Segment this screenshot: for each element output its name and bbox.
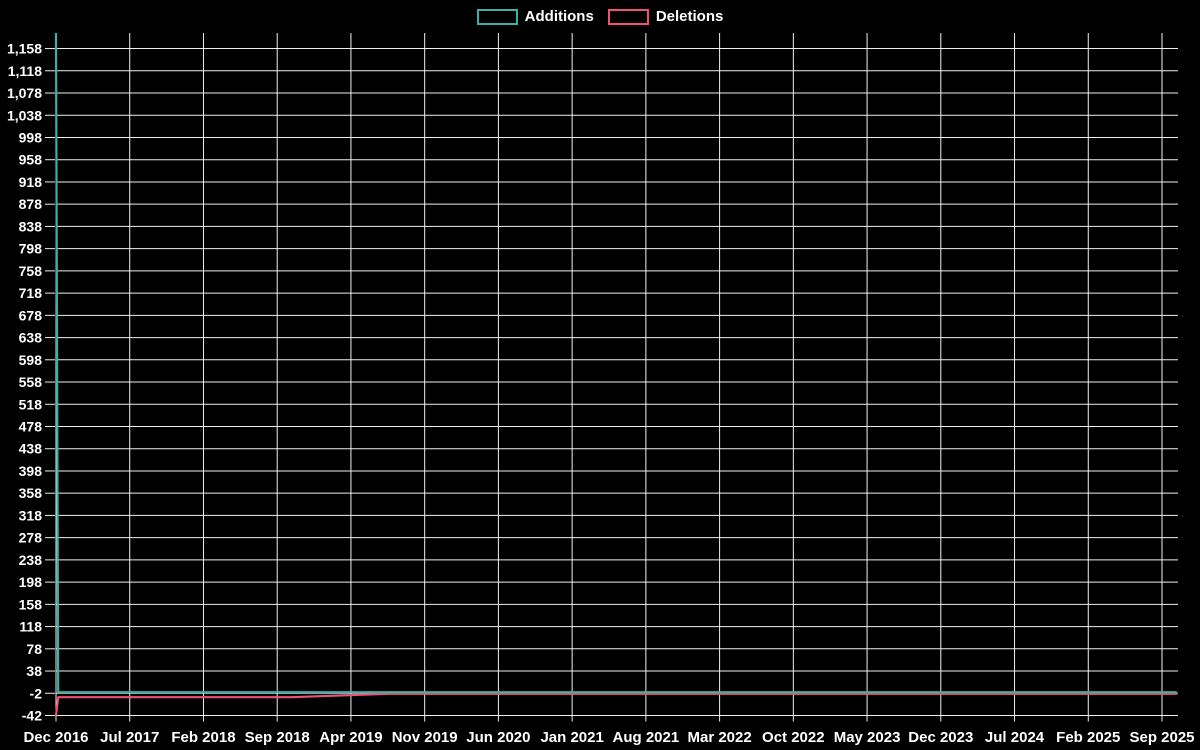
y-tick-label: 958 bbox=[19, 152, 43, 168]
y-tick-label: 1,118 bbox=[8, 63, 42, 79]
x-tick-label: Mar 2022 bbox=[687, 729, 751, 746]
y-tick-label: 438 bbox=[19, 441, 43, 457]
y-tick-label: 678 bbox=[19, 307, 43, 323]
chart-legend: Additions Deletions bbox=[0, 8, 1200, 25]
legend-item-deletions[interactable]: Deletions bbox=[607, 8, 724, 25]
y-tick-label: 598 bbox=[19, 352, 43, 368]
y-tick-label: 1,078 bbox=[7, 85, 42, 101]
x-tick-label: Oct 2022 bbox=[762, 729, 825, 746]
x-tick-label: Apr 2019 bbox=[319, 729, 382, 746]
legend-item-additions[interactable]: Additions bbox=[476, 8, 594, 25]
y-tick-label: 758 bbox=[19, 263, 43, 279]
y-tick-label: 558 bbox=[19, 374, 43, 390]
y-tick-label: 78 bbox=[26, 641, 42, 657]
y-tick-label: 638 bbox=[19, 330, 43, 346]
y-tick-label: 318 bbox=[19, 507, 43, 523]
additions-swatch bbox=[476, 8, 518, 25]
x-tick-label: Dec 2023 bbox=[908, 729, 973, 746]
x-tick-label: Aug 2021 bbox=[613, 729, 680, 746]
y-tick-label: 718 bbox=[19, 285, 43, 301]
y-tick-label: 838 bbox=[19, 218, 43, 234]
y-tick-label: 1,158 bbox=[7, 41, 42, 57]
x-tick-label: Jul 2024 bbox=[985, 729, 1045, 746]
y-tick-label: 878 bbox=[19, 196, 43, 212]
x-tick-label: Jul 2017 bbox=[100, 729, 159, 746]
x-tick-label: Sep 2025 bbox=[1129, 729, 1194, 746]
x-tick-label: Sep 2018 bbox=[245, 729, 310, 746]
legend-label-additions: Additions bbox=[524, 8, 594, 25]
x-tick-label: May 2023 bbox=[834, 729, 901, 746]
y-tick-label: -2 bbox=[30, 685, 43, 701]
x-tick-label: Feb 2018 bbox=[171, 729, 235, 746]
y-tick-label: 998 bbox=[19, 129, 43, 145]
y-tick-label: 198 bbox=[19, 574, 43, 590]
x-tick-label: Jan 2021 bbox=[540, 729, 603, 746]
x-tick-label: Dec 2016 bbox=[23, 729, 88, 746]
additions-line bbox=[54, 32, 1177, 694]
y-tick-label: 518 bbox=[19, 396, 43, 412]
y-tick-label: 278 bbox=[19, 530, 43, 546]
deletions-swatch bbox=[607, 8, 649, 25]
y-tick-label: 118 bbox=[19, 619, 42, 635]
deletions-line bbox=[54, 692, 1177, 716]
y-tick-label: 38 bbox=[26, 663, 42, 679]
legend-label-deletions: Deletions bbox=[655, 8, 724, 25]
y-tick-label: 918 bbox=[19, 174, 43, 190]
x-tick-label: Nov 2019 bbox=[392, 729, 458, 746]
y-tick-label: 238 bbox=[19, 552, 43, 568]
y-tick-label: 358 bbox=[19, 485, 43, 501]
x-tick-label: Jun 2020 bbox=[466, 729, 530, 746]
y-tick-label: 398 bbox=[19, 463, 43, 479]
y-tick-label: 478 bbox=[19, 418, 43, 434]
y-tick-label: -42 bbox=[22, 708, 42, 724]
y-tick-label: 1,038 bbox=[7, 107, 42, 123]
y-tick-label: 798 bbox=[19, 241, 43, 257]
x-tick-label: Feb 2025 bbox=[1056, 729, 1120, 746]
y-tick-label: 158 bbox=[19, 596, 43, 612]
